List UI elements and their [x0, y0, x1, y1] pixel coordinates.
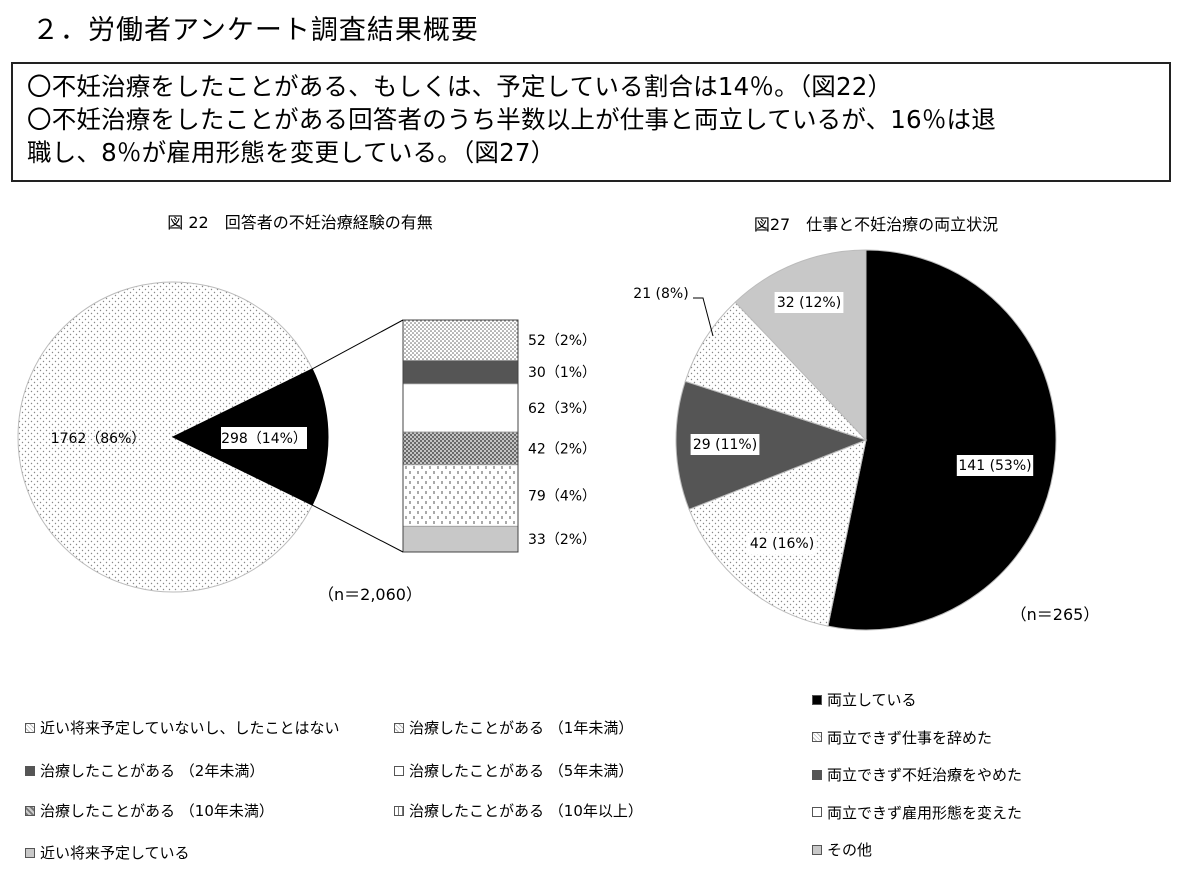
legend22-item-6: 近い将来予定している: [25, 842, 190, 863]
breakdown-segment-1: [402, 360, 519, 385]
legend22-label-0: 近い将来予定していないし、したことはない: [40, 719, 340, 737]
legend22-item-2: 治療したことがある （2年未満）: [25, 760, 264, 781]
pie27-label-bg-4: [774, 292, 844, 313]
breakdown-segment-3: [402, 431, 519, 466]
legend22-item-0: 近い将来予定していないし、したことはない: [25, 717, 340, 738]
pie22-label-none: 1762（86%）: [51, 431, 146, 447]
dotted-square-icon: [25, 722, 35, 733]
chart22-title: 図 22 回答者の不妊治療経験の有無: [167, 213, 432, 232]
legend27-item-0: 両立している: [812, 689, 917, 710]
pie27-label-2: 29 (11%): [693, 437, 757, 453]
dark-square-icon: [812, 769, 822, 780]
legend22-item-4: 治療したことがある （10年未満）: [25, 800, 274, 821]
stacked-bar-22: 52（2%） 30（1%） 62（3%） 42（2%） 79（4%） 33（2%）: [312, 319, 596, 553]
legend27-label-3: 両立できず雇用形態を変えた: [827, 803, 1023, 822]
breakdown-label-1: 30（1%）: [528, 365, 596, 381]
dashed-square-icon: [394, 805, 404, 816]
breakdown-segment-5: [402, 525, 519, 553]
dark-square-icon: [25, 765, 35, 776]
chart22-n-label: （n＝2,060）: [318, 585, 422, 604]
legend22-label-2: 治療したことがある （2年未満）: [40, 762, 265, 780]
summary-line-2: 〇不妊治療をしたことがある回答者のうち半数以上が仕事と両立しているが、16％は退: [27, 105, 996, 134]
connector-bottom: [312, 504, 404, 553]
pie22-slice-none: [17, 281, 313, 593]
pie27-label-bg-1: [747, 533, 817, 554]
breakdown-label-3: 42（2%）: [528, 441, 596, 457]
legend27-label-4: その他: [827, 841, 873, 859]
checker-square-icon: [25, 805, 35, 816]
dotted-square-icon: [812, 732, 822, 742]
legend27-item-2: 両立できず不妊治療をやめた: [812, 764, 1022, 785]
connector-top: [312, 319, 404, 370]
black-square-icon: [812, 694, 822, 705]
chart27-title: 図27 仕事と不妊治療の両立状況: [754, 215, 998, 234]
legend22-label-6: 近い将来予定している: [40, 844, 190, 862]
legend22-item-3: 治療したことがある （5年未満）: [394, 760, 633, 781]
pie27-label-1: 42 (16%): [750, 536, 814, 552]
breakdown-label-5: 33（2%）: [528, 532, 596, 548]
pie27-label-bg-2: [690, 434, 760, 455]
legend27-label-0: 両立している: [827, 691, 917, 709]
pie-chart-27: 141 (53%) 42 (16%) 29 (11%) 21 (8%) 32 (12%): [630, 249, 1057, 631]
dotted-square-icon: [394, 722, 404, 733]
pie22-label-bg: [221, 427, 307, 449]
legend22-item-1: 治療したことがある （1年未満）: [394, 717, 633, 738]
pie27-label-4: 32 (12%): [777, 295, 841, 311]
pie27-label-bg-3: [630, 283, 692, 304]
legend22-label-3: 治療したことがある （5年未満）: [409, 762, 634, 780]
pie27-slice-2: [675, 380, 868, 510]
breakdown-label-4: 79（4%）: [528, 489, 596, 505]
chart27-n-label: （n＝265）: [1011, 605, 1100, 624]
white-square-icon: [812, 807, 822, 817]
breakdown-label-2: 62（3%）: [528, 401, 596, 417]
summary-line-3: 職し、8％が雇用形態を変更している。（図27）: [27, 138, 556, 167]
legend27-item-3: 両立できず雇用形態を変えた: [812, 802, 1022, 823]
legend27-label-2: 両立できず不妊治療をやめた: [827, 766, 1023, 784]
pie27-slice-3: [684, 301, 867, 441]
legend22-item-5: 治療したことがある （10年以上）: [394, 800, 643, 821]
legend27-item-4: その他: [812, 839, 872, 860]
breakdown-segment-4: [402, 464, 519, 527]
legend22-label-5: 治療したことがある （10年以上）: [409, 802, 643, 820]
breakdown-segment-0: [402, 319, 519, 361]
summary-box: 〇不妊治療をしたことがある、もしくは、予定している割合は14％。（図22） 〇不…: [11, 62, 1171, 182]
gray-square-icon: [25, 847, 35, 858]
breakdown-outline: [402, 319, 519, 553]
breakdown-label-0: 52（2%）: [528, 333, 596, 349]
pie27-label-0: 141 (53%): [958, 458, 1031, 474]
summary-line-1: 〇不妊治療をしたことがある、もしくは、予定している割合は14％。（図22）: [27, 72, 893, 101]
legend22-label-4: 治療したことがある （10年未満）: [40, 802, 274, 820]
page-title: ２．労働者アンケート調査結果概要: [32, 15, 479, 46]
pie27-slice-0: [827, 249, 1057, 631]
pie27-label-bg-0: [956, 455, 1034, 476]
breakdown-segment-2: [402, 383, 519, 433]
pie27-label-3: 21 (8%): [633, 286, 688, 302]
gray-square-icon: [812, 844, 822, 855]
white-square-icon: [394, 765, 404, 776]
pie22-label-experienced: 298（14%）: [221, 431, 307, 447]
legend22-label-1: 治療したことがある （1年未満）: [409, 719, 634, 737]
legend27-label-1: 両立できず仕事を辞めた: [827, 728, 993, 747]
pie27-leader-line: [693, 297, 714, 337]
legend27-item-1: 両立できず仕事を辞めた: [812, 727, 992, 748]
pie-chart-22: 1762（86%） 298（14%）: [17, 281, 329, 593]
